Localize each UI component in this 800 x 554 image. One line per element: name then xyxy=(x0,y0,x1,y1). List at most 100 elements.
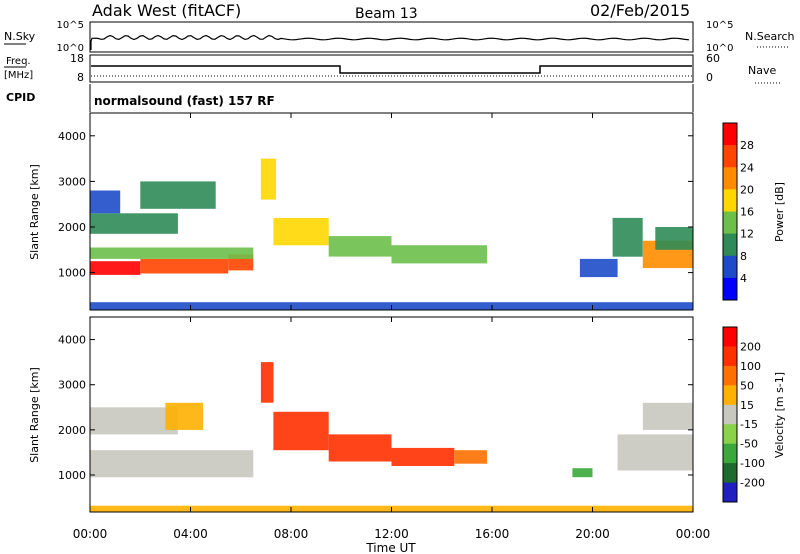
power-y-axis: 1000 2000 3000 4000 xyxy=(58,130,693,280)
echo-band xyxy=(273,411,329,451)
echo-band xyxy=(260,362,274,403)
echo-band xyxy=(328,236,392,257)
colorbar-tick-label: 200 xyxy=(740,340,761,353)
echo-band xyxy=(90,213,178,234)
echo-band xyxy=(165,402,204,430)
colorbar-swatch xyxy=(723,443,737,464)
nave-tick-top: 60 xyxy=(706,52,720,65)
colorbar-swatch xyxy=(723,123,737,146)
power-colorbar-label: Power [dB] xyxy=(773,182,786,242)
echo-band xyxy=(579,258,618,278)
colorbar-tick-label: 24 xyxy=(740,161,754,174)
colorbar-swatch xyxy=(723,233,737,257)
nsearch-tick-top: 10^5 xyxy=(706,20,733,31)
echo-band xyxy=(391,447,455,466)
x-tick-label: 00:00 xyxy=(73,527,108,541)
colorbar-swatch xyxy=(723,346,737,367)
x-tick-label: 20:00 xyxy=(575,527,610,541)
colorbar-swatch xyxy=(723,167,737,190)
colorbar-swatch xyxy=(723,277,737,301)
echo-band xyxy=(140,258,229,274)
nsky-tick-bottom: 10^0 xyxy=(57,43,84,54)
x-tick-label: 16:00 xyxy=(475,527,510,541)
colorbar-tick-label: 20 xyxy=(740,183,754,196)
colorbar-tick-label: 50 xyxy=(740,379,754,392)
echo-band xyxy=(328,434,392,462)
nsky-panel-frame xyxy=(89,21,694,53)
echo-band xyxy=(642,402,694,430)
colorbar-swatch xyxy=(723,365,737,386)
echo-band xyxy=(90,190,121,214)
time-axis-label: Time UT xyxy=(365,541,416,554)
power-y-axis-label: Slant Range [km] xyxy=(28,164,41,260)
cpid-label: CPID xyxy=(6,91,35,104)
nave-tick-bottom: 0 xyxy=(706,71,713,84)
nsearch-tick-bottom: 10^0 xyxy=(706,43,733,54)
colorbar-swatch xyxy=(723,385,737,406)
freq-trace xyxy=(91,65,692,74)
x-tick-label: 04:00 xyxy=(173,527,208,541)
echo-band xyxy=(612,217,643,257)
freq-unit-label: [MHz] xyxy=(4,70,33,81)
echo-band xyxy=(90,261,141,275)
colorbar-tick-label: 100 xyxy=(740,360,761,373)
colorbar-frame xyxy=(722,122,738,301)
power-heatmap xyxy=(90,158,694,310)
colorbar-tick-label: 4 xyxy=(740,272,747,285)
y-tick-label: 2000 xyxy=(58,424,86,437)
velocity-colorbar-label: Velocity [m s-1] xyxy=(773,372,786,458)
x-tick-label: 12:00 xyxy=(374,527,409,541)
y-tick-label: 1000 xyxy=(58,267,86,280)
freq-panel-frame xyxy=(89,54,694,83)
colorbar-swatch xyxy=(723,145,737,168)
echo-band xyxy=(391,245,487,264)
freq-tick-bottom: 8 xyxy=(77,71,84,84)
x-tick-label: 08:00 xyxy=(274,527,309,541)
echo-band xyxy=(655,227,693,250)
echo-band xyxy=(454,450,487,464)
echo-band xyxy=(90,247,254,259)
colorbar-tick-label: -200 xyxy=(740,477,765,490)
power-colorbar: 4 8 12 16 20 24 28 xyxy=(722,122,754,301)
date-label: 02/Feb/2015 xyxy=(590,1,690,20)
nave-label: Nave xyxy=(748,64,776,77)
colorbar-tick-label: -100 xyxy=(740,457,765,470)
colorbar-tick-label: 28 xyxy=(740,139,754,152)
echo-band xyxy=(90,450,254,478)
echo-band xyxy=(260,158,276,200)
echo-band xyxy=(90,407,178,435)
power-panel-frame xyxy=(89,112,694,311)
colorbar-swatch xyxy=(723,404,737,425)
colorbar-frame xyxy=(722,326,738,503)
freq-label: Freq. xyxy=(6,56,31,67)
y-tick-label: 4000 xyxy=(58,334,86,347)
time-axis: 00:00 04:00 08:00 12:00 16:00 20:00 00:00 xyxy=(73,113,711,541)
colorbar-swatch xyxy=(723,211,737,235)
velocity-heatmap xyxy=(90,362,694,512)
y-tick-label: 1000 xyxy=(58,469,86,482)
echo-band xyxy=(617,434,693,471)
nsearch-label: N.Search xyxy=(745,30,795,43)
colorbar-swatch xyxy=(723,463,737,483)
beam-label: Beam 13 xyxy=(355,6,418,22)
colorbar-tick-label: 12 xyxy=(740,228,754,241)
colorbar-swatch xyxy=(723,327,737,347)
y-tick-label: 2000 xyxy=(58,221,86,234)
echo-band xyxy=(572,468,593,478)
colorbar-swatch xyxy=(723,482,737,503)
y-tick-label: 3000 xyxy=(58,379,86,392)
velocity-y-axis-label: Slant Range [km] xyxy=(28,367,41,463)
colorbar-tick-label: 16 xyxy=(740,206,754,219)
colorbar-swatch xyxy=(723,255,737,279)
station-title: Adak West (fitACF) xyxy=(92,1,241,20)
nsky-trace xyxy=(90,34,690,50)
echo-band xyxy=(273,217,329,246)
freq-tick-top: 18 xyxy=(70,52,84,65)
velocity-colorbar: 200 100 50 15 -15 -50 -100 -200 xyxy=(722,326,765,503)
y-tick-label: 4000 xyxy=(58,130,86,143)
nsky-label: N.Sky xyxy=(4,30,36,43)
colorbar-tick-label: 8 xyxy=(740,250,747,263)
x-tick-label: 00:00 xyxy=(676,527,711,541)
velocity-y-axis: 1000 2000 3000 4000 xyxy=(58,334,693,482)
